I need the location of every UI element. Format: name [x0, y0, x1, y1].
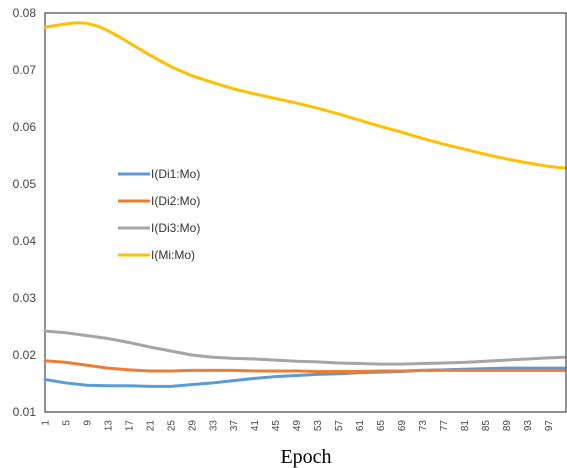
- series-line-2: [43, 359, 566, 374]
- series-line-1: [43, 366, 566, 388]
- y-tick-label: 0.02: [13, 348, 37, 362]
- series-lines: [43, 21, 566, 388]
- y-tick-label: 0.08: [13, 6, 37, 20]
- x-tick-label: 81: [460, 420, 471, 432]
- x-tick-label: 61: [355, 420, 366, 432]
- legend: I(Di1:Mo) I(Di2:Mo) I(Di3:Mo) I(Mi:Mo): [118, 167, 200, 262]
- x-tick-label: 33: [208, 420, 219, 432]
- y-tick-label: 0.07: [13, 63, 37, 77]
- legend-label: I(Di2:Mo): [151, 194, 200, 208]
- x-tick-label: 97: [544, 420, 555, 432]
- x-tick-label: 29: [187, 420, 198, 432]
- legend-label: I(Di1:Mo): [151, 167, 200, 181]
- x-tick-label: 73: [418, 420, 429, 432]
- x-tick-label: 25: [166, 420, 177, 432]
- legend-item: I(Di1:Mo): [118, 167, 200, 181]
- x-tick-label: 41: [250, 420, 261, 432]
- x-tick-label: 1: [41, 420, 52, 426]
- x-tick-label: 53: [313, 420, 324, 432]
- series-line-4: [43, 21, 566, 170]
- x-tick-label: 13: [103, 420, 114, 432]
- x-axis-ticks: 1 5 9 13 17 21 25 29 33 37 41 45 49 53 57 61 65 69 73 77 81 8…: [41, 420, 555, 432]
- y-tick-label: 0.03: [13, 291, 37, 305]
- x-tick-label: 85: [481, 420, 492, 432]
- x-tick-label: 69: [397, 420, 408, 432]
- y-tick-label: 0.06: [13, 120, 37, 134]
- series-line-3: [43, 329, 566, 366]
- legend-item: I(Di2:Mo): [118, 194, 200, 208]
- x-axis-title: Epoch: [280, 446, 331, 468]
- x-tick-label: 9: [82, 420, 93, 426]
- x-tick-label: 21: [145, 420, 156, 432]
- y-tick-label: 0.01: [13, 405, 37, 419]
- x-tick-label: 93: [523, 420, 534, 432]
- y-tick-label: 0.04: [13, 234, 37, 248]
- x-tick-label: 89: [502, 420, 513, 432]
- x-tick-label: 5: [61, 420, 72, 426]
- x-tick-label: 57: [334, 420, 345, 432]
- x-tick-label: 49: [292, 420, 303, 432]
- plot-area-border: [44, 12, 567, 413]
- x-tick-label: 77: [439, 420, 450, 432]
- x-tick-label: 17: [124, 420, 135, 432]
- legend-item: I(Mi:Mo): [118, 248, 195, 262]
- x-tick-label: 65: [376, 420, 387, 432]
- y-axis-ticks: 0.01 0.02 0.03 0.04 0.05 0.06 0.07 0.08: [13, 6, 37, 419]
- legend-item: I(Di3:Mo): [118, 221, 200, 235]
- legend-label: I(Mi:Mo): [151, 248, 195, 262]
- x-tick-label: 45: [271, 420, 282, 432]
- x-tick-label: 37: [229, 420, 240, 432]
- legend-label: I(Di3:Mo): [151, 221, 200, 235]
- y-tick-label: 0.05: [13, 177, 37, 191]
